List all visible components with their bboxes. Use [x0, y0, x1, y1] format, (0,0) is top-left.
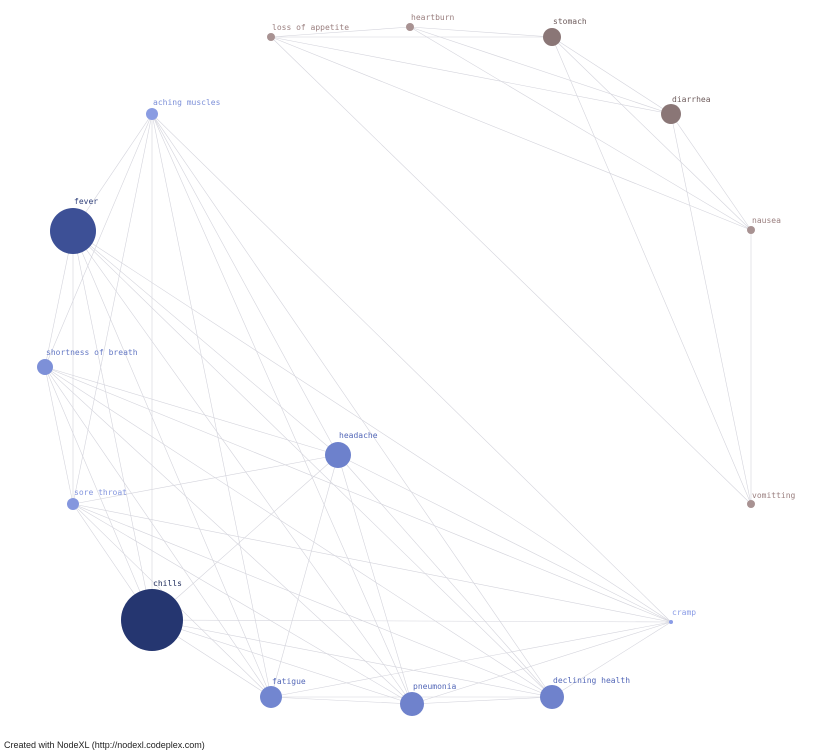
- node-label: loss of appetite: [272, 23, 349, 32]
- node: [540, 685, 564, 709]
- node: [267, 33, 275, 41]
- node-label: stomach: [553, 17, 587, 26]
- edge: [270, 36, 752, 505]
- node: [325, 442, 351, 468]
- edge: [409, 26, 752, 231]
- edge: [551, 36, 672, 115]
- edge: [670, 113, 752, 505]
- edge: [72, 230, 153, 621]
- node-label: sore throat: [74, 488, 127, 497]
- node: [146, 108, 158, 120]
- edge: [72, 503, 553, 698]
- node: [400, 692, 424, 716]
- nodes: loss of appetite heartburn stomach diarrhea…: [37, 13, 796, 716]
- node-label: fatigue: [272, 677, 306, 686]
- node: [67, 498, 79, 510]
- edge: [44, 366, 672, 623]
- edge: [337, 454, 413, 705]
- edge: [270, 36, 752, 231]
- edge: [72, 113, 153, 505]
- edge: [44, 113, 153, 368]
- edge: [409, 26, 672, 115]
- edge: [151, 619, 553, 698]
- edge: [270, 36, 672, 115]
- edge: [72, 230, 672, 623]
- edge: [670, 113, 752, 231]
- edge: [72, 454, 339, 505]
- edge: [551, 36, 752, 505]
- node-label: cramp: [672, 608, 696, 617]
- edge: [44, 366, 339, 456]
- footer: Created with NodeXL (http://nodexl.codep…: [4, 740, 205, 750]
- edge: [337, 454, 672, 623]
- node: [260, 686, 282, 708]
- edge: [151, 113, 339, 456]
- edge: [551, 621, 672, 698]
- edge: [72, 230, 272, 698]
- node: [121, 589, 183, 651]
- edge: [551, 36, 752, 231]
- edge: [270, 26, 411, 38]
- edge: [151, 113, 413, 705]
- node-label: fever: [74, 197, 98, 206]
- node: [406, 23, 414, 31]
- node-label: headache: [339, 431, 378, 440]
- node: [747, 500, 755, 508]
- edge: [270, 621, 672, 698]
- edge: [72, 230, 339, 456]
- node-label: shortness of breath: [46, 348, 138, 357]
- node-label: declining health: [553, 676, 630, 685]
- edge: [151, 113, 553, 698]
- node: [661, 104, 681, 124]
- edge: [72, 230, 553, 698]
- node: [747, 226, 755, 234]
- edge: [151, 454, 339, 621]
- node: [50, 208, 96, 254]
- edge: [270, 454, 339, 698]
- edge: [411, 621, 672, 705]
- edge: [409, 26, 553, 38]
- edge: [44, 366, 153, 621]
- edge: [151, 619, 672, 623]
- node-label: pneumonia: [413, 682, 457, 691]
- edge: [44, 366, 272, 698]
- edge: [270, 696, 413, 705]
- edge: [44, 230, 74, 368]
- node-label: diarrhea: [672, 95, 711, 104]
- node-label: nausea: [752, 216, 781, 225]
- edge: [411, 696, 553, 705]
- edge: [44, 366, 74, 505]
- edge: [72, 113, 153, 232]
- edge: [72, 503, 413, 705]
- node: [669, 620, 673, 624]
- edge: [72, 503, 672, 623]
- edge: [44, 366, 413, 705]
- node-label: vomitting: [752, 491, 796, 500]
- edge: [151, 113, 272, 698]
- edge: [72, 230, 413, 705]
- edge: [337, 454, 553, 698]
- edge: [151, 619, 413, 705]
- node-label: chills: [153, 579, 182, 588]
- node: [37, 359, 53, 375]
- node: [543, 28, 561, 46]
- edge: [44, 366, 553, 698]
- node-label: aching muscles: [153, 98, 221, 107]
- node-label: heartburn: [411, 13, 455, 22]
- edge: [151, 113, 672, 623]
